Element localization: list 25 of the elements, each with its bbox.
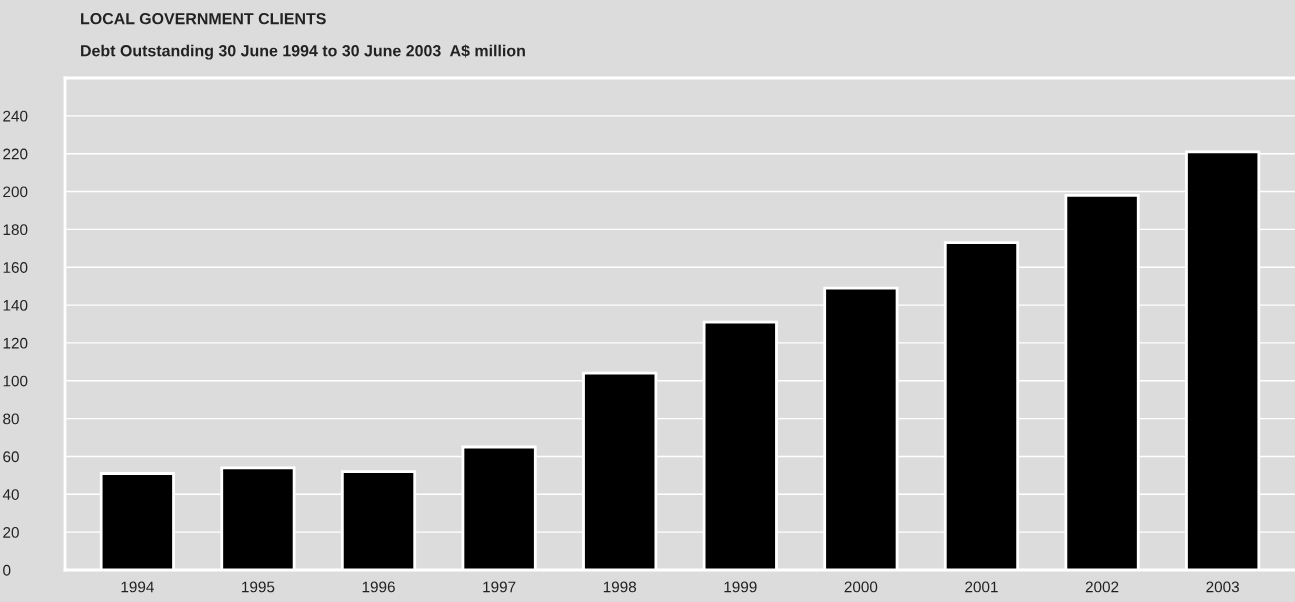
y-tick-label: 40: [2, 489, 19, 500]
x-tick-label: 1999: [724, 581, 757, 593]
x-tick-label: 2003: [1206, 581, 1239, 593]
x-tick-label: 2000: [844, 581, 878, 593]
y-tick-label: 180: [3, 224, 28, 236]
y-tick-label: 240: [3, 110, 28, 122]
x-tick-label: 1995: [242, 581, 275, 593]
x-tick-label: 2001: [965, 581, 998, 593]
x-tick-label: 1998: [603, 581, 637, 593]
chart-subtitle: Debt Outstanding 30 June 1994 to 30 June 2003 A$ million: [81, 44, 525, 60]
y-tick-label: 80: [3, 413, 19, 425]
y-tick-label: 100: [3, 375, 28, 387]
x-tick-label: 2002: [1085, 581, 1119, 593]
x-tick-label: 1997: [483, 581, 516, 593]
y-tick-label: 120: [3, 337, 28, 349]
y-tick-label: 200: [3, 186, 28, 198]
y-tick-label: 60: [3, 451, 19, 463]
chart-title: LOCAL GOVERNMENT CLIENTS: [81, 12, 326, 25]
x-tick-label: 1996: [362, 581, 395, 593]
x-tick-label: 1994: [121, 581, 154, 593]
y-tick-label: 220: [3, 148, 28, 160]
y-tick-label: 140: [3, 299, 28, 311]
y-tick-label: 0: [3, 564, 11, 576]
y-tick-label: 160: [3, 262, 28, 273]
y-tick-label: 20: [3, 527, 19, 538]
